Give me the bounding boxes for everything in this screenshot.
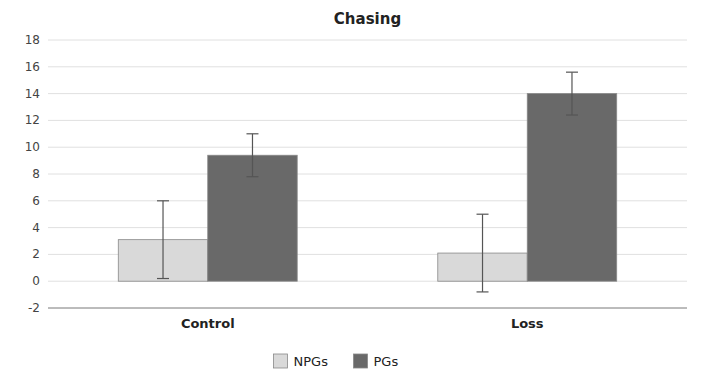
error-bar [157,201,169,279]
legend-label: PGs [374,354,399,369]
bars [118,72,616,292]
chart: -2 0 2 4 6 8 10 12 14 16 18 Control Loss Chasing NPGs P… [0,0,707,378]
y-tick-label: 6 [32,194,40,208]
y-tick-label: -2 [28,301,40,315]
grid [48,40,687,308]
bar [527,94,616,282]
legend-swatch [274,354,288,368]
y-tick-label: 4 [32,221,40,235]
y-tick-label: 2 [32,247,40,261]
title: Chasing [334,10,401,28]
x-axis-line [48,308,687,309]
y-tick-label: 0 [32,274,40,288]
grid-line [48,66,687,67]
y-tick-label: 8 [32,167,40,181]
grid-line [48,40,687,41]
chart-container: -2 0 2 4 6 8 10 12 14 16 18 Control Loss Chasing NPGs P… [0,0,707,378]
error-bar [477,214,489,292]
legend-swatch [354,354,368,368]
x-tick-label: Loss [511,316,544,331]
grid-line [48,308,687,309]
y-tick-label: 12 [25,113,40,127]
legend-label: NPGs [294,354,329,369]
y-tick-label: 18 [25,33,40,47]
y-tick-label: 16 [25,60,40,74]
legend: NPGs PGs [274,354,399,369]
error-bar [246,134,258,177]
error-bar [566,72,578,115]
x-tick-label: Control [181,316,235,331]
y-tick-label: 10 [25,140,40,154]
y-tick-label: 14 [25,87,40,101]
